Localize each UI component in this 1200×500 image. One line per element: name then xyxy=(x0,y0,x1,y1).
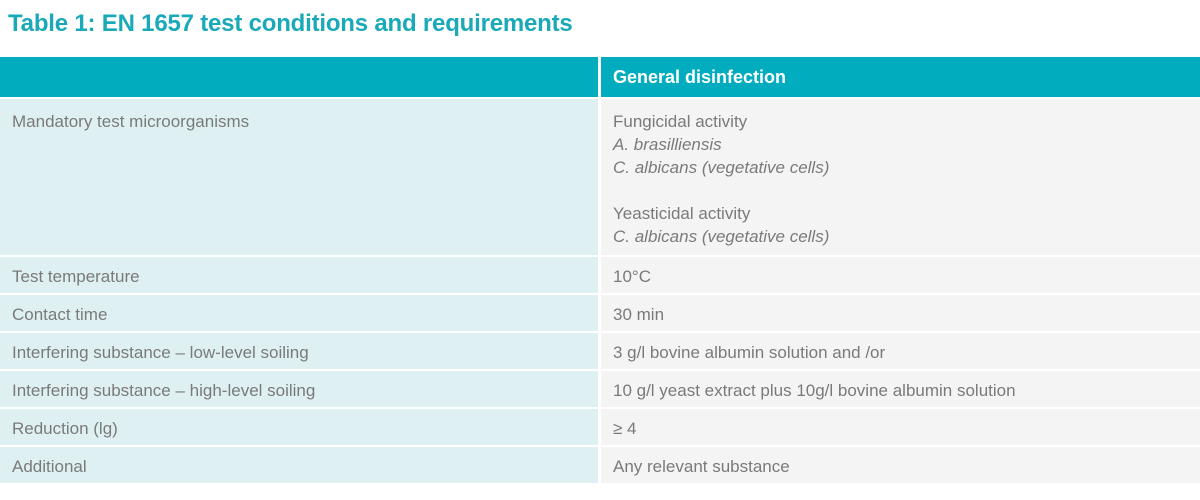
row-label: Reduction (lg) xyxy=(0,407,601,445)
row-label: Mandatory test microorganisms xyxy=(0,97,601,255)
table-title: Table 1: EN 1657 test conditions and req… xyxy=(8,10,573,37)
row-value: Any relevant substance xyxy=(601,445,1200,483)
row-value: 30 min xyxy=(601,293,1200,331)
table-row: Contact time 30 min xyxy=(0,293,1200,331)
row-value: 3 g/l bovine albumin solution and /or xyxy=(601,331,1200,369)
row-label: Test temperature xyxy=(0,255,601,293)
microorganism-item: C. albicans (vegetative cells) xyxy=(613,227,830,246)
header-cell-empty xyxy=(0,57,601,97)
microorganism-item: C. albicans (vegetative cells) xyxy=(613,158,830,177)
table-row: Interfering substance – low-level soilin… xyxy=(0,331,1200,369)
header-cell-general-disinfection: General disinfection xyxy=(601,57,1200,97)
group-heading: Fungicidal activity xyxy=(613,112,748,131)
microorganism-item: A. brasilliensis xyxy=(613,135,722,154)
table-row: Interfering substance – high-level soili… xyxy=(0,369,1200,407)
row-value: Fungicidal activity A. brasilliensis C. … xyxy=(601,97,1200,255)
row-label: Contact time xyxy=(0,293,601,331)
row-value: 10 g/l yeast extract plus 10g/l bovine a… xyxy=(601,369,1200,407)
table-row: Test temperature 10°C xyxy=(0,255,1200,293)
table-header-row: General disinfection xyxy=(0,57,1200,97)
table-row: Reduction (lg) ≥ 4 xyxy=(0,407,1200,445)
group-heading: Yeasticidal activity xyxy=(613,204,751,223)
table-row: Additional Any relevant substance xyxy=(0,445,1200,483)
requirements-table: General disinfection Mandatory test micr… xyxy=(0,57,1200,483)
row-value: ≥ 4 xyxy=(601,407,1200,445)
row-label: Interfering substance – low-level soilin… xyxy=(0,331,601,369)
row-label: Interfering substance – high-level soili… xyxy=(0,369,601,407)
spacer xyxy=(613,179,1200,202)
table-row: Mandatory test microorganisms Fungicidal… xyxy=(0,97,1200,255)
row-value: 10°C xyxy=(601,255,1200,293)
row-label: Additional xyxy=(0,445,601,483)
